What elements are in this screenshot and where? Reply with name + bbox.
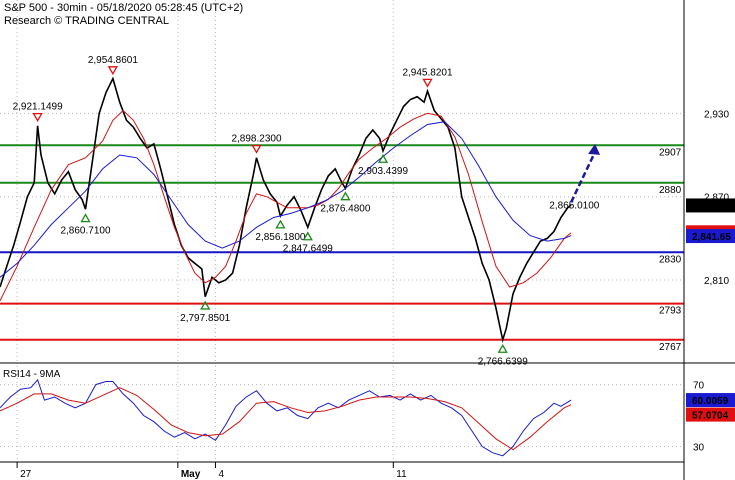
rsi-line-RSI14	[0, 378, 572, 457]
annotation-label: 2,856.1800	[255, 232, 305, 243]
level-label: 2907	[659, 147, 682, 158]
annotation-label: 2,876.4800	[320, 204, 370, 215]
axis-labels: 2,8102,8702,93027May4112,844.382,863.72,…	[16, 109, 735, 480]
pivot-markers: 2,954.8601 2,921.1499 2,898.2300 2,945.8201…	[13, 55, 600, 367]
annotation-label: 2,945.8201	[402, 67, 452, 78]
up-marker-icon	[340, 191, 351, 201]
rsi-line-9MA	[0, 387, 572, 451]
down-marker-icon	[107, 66, 118, 76]
projection-arrow	[570, 143, 601, 203]
level-label: 2880	[659, 185, 682, 196]
rsi-grid	[0, 384, 684, 448]
annotation-label: 2,860.7100	[60, 226, 110, 237]
y-tick-label: 2,930	[704, 109, 729, 120]
annotation-label: 2,954.8601	[88, 55, 138, 66]
annotation-label: 2,903.4399	[358, 166, 408, 177]
rsi-tick-label: 70	[693, 381, 705, 392]
down-marker-icon	[422, 78, 433, 88]
price-tag-bg	[686, 198, 735, 213]
ma-slow-price-tag: 2,841.65	[692, 232, 731, 243]
x-tick-label: May	[181, 469, 201, 480]
annotation-label: 2,766.6399	[478, 356, 528, 367]
ma-slow-price-tag-bg	[686, 229, 735, 244]
series-line-ma_fast	[0, 109, 572, 302]
annotation-label: 2,921.1499	[13, 102, 63, 113]
support-resistance-levels: 2907 2880 2830 2793 2767	[0, 144, 684, 353]
x-tick-label: 11	[396, 469, 407, 480]
level-label: 2830	[659, 254, 682, 265]
up-marker-icon	[275, 219, 286, 229]
annotation-label: 2,797.8501	[180, 313, 230, 324]
up-marker-icon	[302, 231, 313, 241]
price-series	[0, 76, 572, 343]
x-tick-label: 27	[20, 469, 32, 480]
rsi-tick-label: 30	[693, 443, 705, 454]
down-marker-icon	[251, 144, 262, 154]
series-line-price	[0, 76, 572, 343]
arrow-head-icon	[588, 143, 601, 155]
rsi-value-tag-bg	[686, 393, 735, 408]
rsi-ma-value-tag: 57.0704	[692, 411, 729, 422]
up-marker-icon	[200, 300, 211, 310]
rsi-ma-value-tag-bg	[686, 407, 735, 422]
series-line-ma_slow	[0, 121, 572, 278]
y-tick-label: 2,870	[704, 193, 729, 204]
price-tag: 2,863.7	[692, 201, 726, 212]
level-label: 2793	[659, 306, 682, 317]
chart-title: S&P 500 - 30min - 05/18/2020 05:28:45 (U…	[4, 2, 243, 14]
annotation-label: 2,865.0100	[549, 201, 599, 212]
rsi-value-tag: 60.0059	[692, 396, 729, 407]
y-tick-label: 2,810	[704, 276, 729, 287]
projection-line	[570, 151, 597, 203]
rsi-title: RSI14 - 9MA	[3, 369, 61, 380]
annotation-label: 2,898.2300	[231, 133, 281, 144]
annotation-label: 2,847.6499	[283, 244, 333, 255]
level-label: 2767	[659, 342, 682, 353]
main-grid	[0, 0, 684, 462]
down-marker-icon	[32, 112, 43, 122]
chart-subtitle: Research © TRADING CENTRAL	[4, 15, 169, 27]
x-tick-label: 4	[218, 469, 224, 480]
up-marker-icon	[377, 153, 389, 163]
up-marker-icon	[497, 343, 508, 353]
up-marker-icon	[80, 213, 91, 223]
rsi-series	[0, 378, 572, 457]
